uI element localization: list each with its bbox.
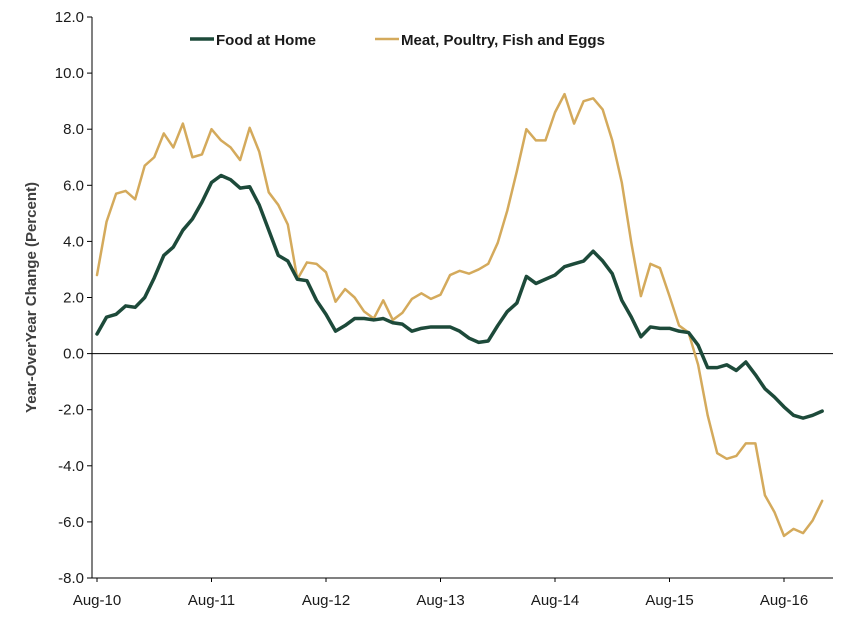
x-tick-label: Aug-16 <box>760 592 808 609</box>
y-tick-label: -4.0 <box>58 458 84 475</box>
y-tick-label: 4.0 <box>63 233 84 250</box>
y-tick-label: 2.0 <box>63 290 84 307</box>
x-tick-label: Aug-11 <box>188 592 235 609</box>
x-tick-label: Aug-14 <box>531 592 579 609</box>
legend-label: Food at Home <box>216 32 316 49</box>
y-tick-label: -2.0 <box>58 402 84 419</box>
legend-label: Meat, Poultry, Fish and Eggs <box>401 32 605 49</box>
y-tick-label: -6.0 <box>58 514 84 531</box>
y-axis-title: Year-OverYear Change (Percent) <box>23 182 40 413</box>
y-tick-label: 10.0 <box>55 65 84 82</box>
x-tick-label: Aug-13 <box>416 592 464 609</box>
x-tick-label: Aug-10 <box>73 592 121 609</box>
y-tick-label: 0.0 <box>63 346 84 363</box>
y-tick-label: 8.0 <box>63 121 84 138</box>
x-tick-label: Aug-12 <box>302 592 350 609</box>
y-tick-label: -8.0 <box>58 570 84 587</box>
legend-item: Meat, Poultry, Fish and Eggs <box>375 32 605 49</box>
legend-item: Food at Home <box>190 32 316 49</box>
y-tick-label: 12.0 <box>55 9 84 26</box>
x-tick-label: Aug-15 <box>645 592 693 609</box>
series-line-food-at-home <box>95 173 824 420</box>
series-line-meat-poultry-fish-eggs <box>95 92 824 538</box>
y-tick-label: 6.0 <box>63 177 84 194</box>
